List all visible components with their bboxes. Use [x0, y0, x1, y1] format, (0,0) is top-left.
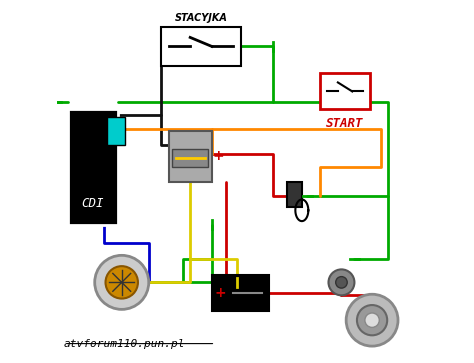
Bar	[212, 275, 269, 311]
Circle shape	[346, 294, 398, 346]
Text: CDI: CDI	[82, 197, 104, 209]
Text: atvforum110.pun.pl: atvforum110.pun.pl	[64, 339, 186, 348]
Circle shape	[336, 277, 347, 288]
Bar	[161, 26, 241, 66]
Bar	[107, 117, 125, 146]
Bar	[287, 182, 302, 207]
Circle shape	[95, 255, 149, 309]
Bar	[320, 73, 370, 110]
Circle shape	[106, 266, 138, 299]
Circle shape	[328, 269, 355, 295]
Circle shape	[365, 313, 379, 327]
Circle shape	[357, 305, 387, 335]
Bar	[68, 110, 118, 225]
Text: +: +	[215, 286, 227, 300]
Bar	[169, 131, 212, 182]
Text: START: START	[326, 117, 364, 130]
Text: +: +	[212, 149, 224, 163]
Text: STACYJKA: STACYJKA	[174, 13, 228, 23]
Bar	[172, 149, 208, 167]
